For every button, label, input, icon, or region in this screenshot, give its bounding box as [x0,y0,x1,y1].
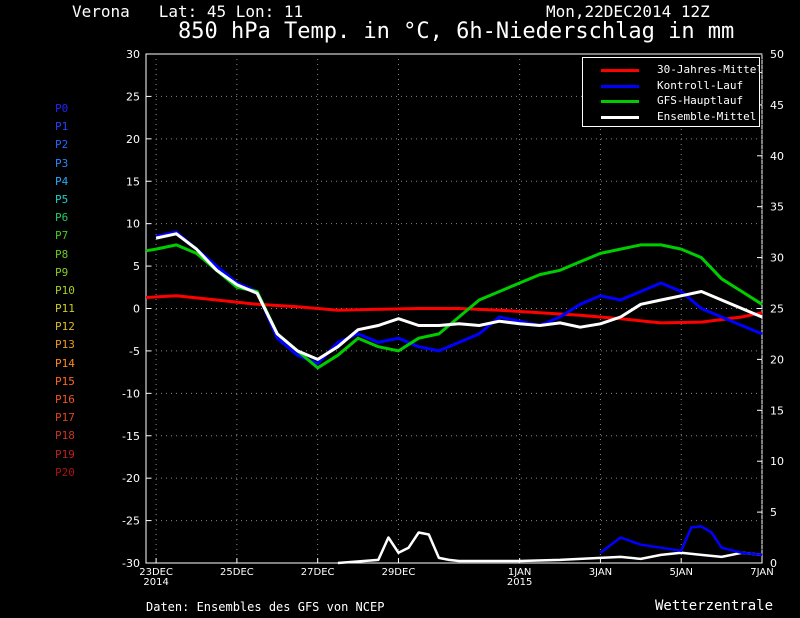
y-left-tick-label: 10 [126,218,140,231]
temperature-line-ensemble-mittel [155,232,763,361]
x-tick-label: 7JAN [750,567,773,578]
legend-entry: Kontroll-Lauf [583,78,761,94]
y-right-tick-label: 25 [770,303,784,316]
y-right-tick-label: 10 [770,455,784,468]
x-tick-label: 23DEC [139,567,173,578]
member-label-p19: P19 [55,447,75,461]
data-credit: Daten: Ensembles des GFS von NCEP [146,600,385,614]
legend-swatch [601,69,639,72]
precip-line-ensemble-mittel [337,531,763,565]
run-datetime: Mon,22DEC2014 12Z [546,2,710,21]
y-right-tick-label: 35 [770,201,784,214]
x-tick-label: 27DEC [301,567,335,578]
y-left-tick-label: -30 [122,557,140,570]
temperature-line-gfs-hauptlauf [145,243,763,370]
y-left-tick-label: -15 [122,430,140,443]
y-left-tick-label: 25 [126,90,140,103]
legend-swatch [601,100,639,103]
y-left-tick-label: 0 [133,303,140,316]
y-right-tick-label: 50 [770,48,784,61]
member-label-p6: P6 [55,211,69,225]
member-list: P0 P1 P2 P3 P4 P5 P6 P7 P8 P9 P10 P11 P12 P13 P14 P15 P1… [55,100,75,482]
x-tick-label: 29DEC [382,567,416,578]
y-right-tick-label: 30 [770,252,784,265]
x-tick-label: 5JAN [669,567,692,578]
x-tick-label: 3JAN [589,567,612,578]
member-label-p2: P2 [55,138,69,152]
legend-label: GFS-Hauptlauf [657,94,744,107]
y-left-tick-label: 15 [126,175,140,188]
legend-swatch [601,115,639,119]
member-label-p12: P12 [55,320,75,334]
y-left-tick-label: -5 [129,345,140,358]
location-label: Verona Lat: 45 Lon: 11 [72,2,304,21]
precip-line-kontroll-lauf [599,525,763,557]
legend-swatch [601,84,639,88]
x-tick-label: 2014 [143,577,168,588]
x-tick-label: 1JAN [508,567,531,578]
member-label-p4: P4 [55,174,69,188]
member-label-p11: P11 [55,302,75,316]
member-label-p5: P5 [55,192,69,206]
y-left-tick-label: 30 [126,48,140,61]
member-label-p8: P8 [55,247,69,261]
member-label-p15: P15 [55,374,75,388]
member-label-p3: P3 [55,156,69,170]
y-right-tick-label: 40 [770,150,784,163]
member-label-p9: P9 [55,265,69,279]
y-left-tick-label: 20 [126,133,140,146]
legend-label: Ensemble-Mittel [657,109,757,123]
y-left-tick-label: 5 [133,260,140,273]
member-label-p14: P14 [55,356,75,370]
legend-entry: Ensemble-Mittel [583,109,761,125]
legend-entry: 30-Jahres-Mittel [583,62,763,78]
y-left-tick-label: -25 [122,515,140,528]
x-tick-label: 25DEC [220,567,254,578]
member-label-p17: P17 [55,411,75,425]
member-label-p20: P20 [55,465,75,479]
temperature-line--jahres-mittel [145,294,763,325]
member-label-p13: P13 [55,338,75,352]
y-left-tick-label: -20 [122,472,140,485]
y-right-tick-label: 5 [770,506,777,519]
chart-title: 850 hPa Temp. in °C, 6h-Niederschlag in … [178,19,735,44]
y-left-tick-label: -10 [122,387,140,400]
brand-name: Wetterzentrale [655,598,774,614]
member-label-p10: P10 [55,283,75,297]
y-right-tick-label: 0 [770,557,777,570]
member-label-p18: P18 [55,429,75,443]
legend-label: Kontroll-Lauf [657,78,744,92]
member-label-p16: P16 [55,393,75,406]
y-right-tick-label: 15 [770,404,784,417]
member-label-p0: P0 [55,102,69,115]
x-tick-label: 2015 [507,577,532,588]
legend: 30-Jahres-Mittel Kontroll-Lauf GFS-Hauptla… [582,57,763,127]
y-right-tick-label: 45 [770,99,784,112]
legend-entry: GFS-Hauptlauf [583,93,761,109]
y-right-tick-label: 20 [770,353,784,366]
legend-label: 30-Jahres-Mittel [657,63,763,76]
member-label-p1: P1 [55,120,69,134]
member-label-p7: P7 [55,229,69,243]
